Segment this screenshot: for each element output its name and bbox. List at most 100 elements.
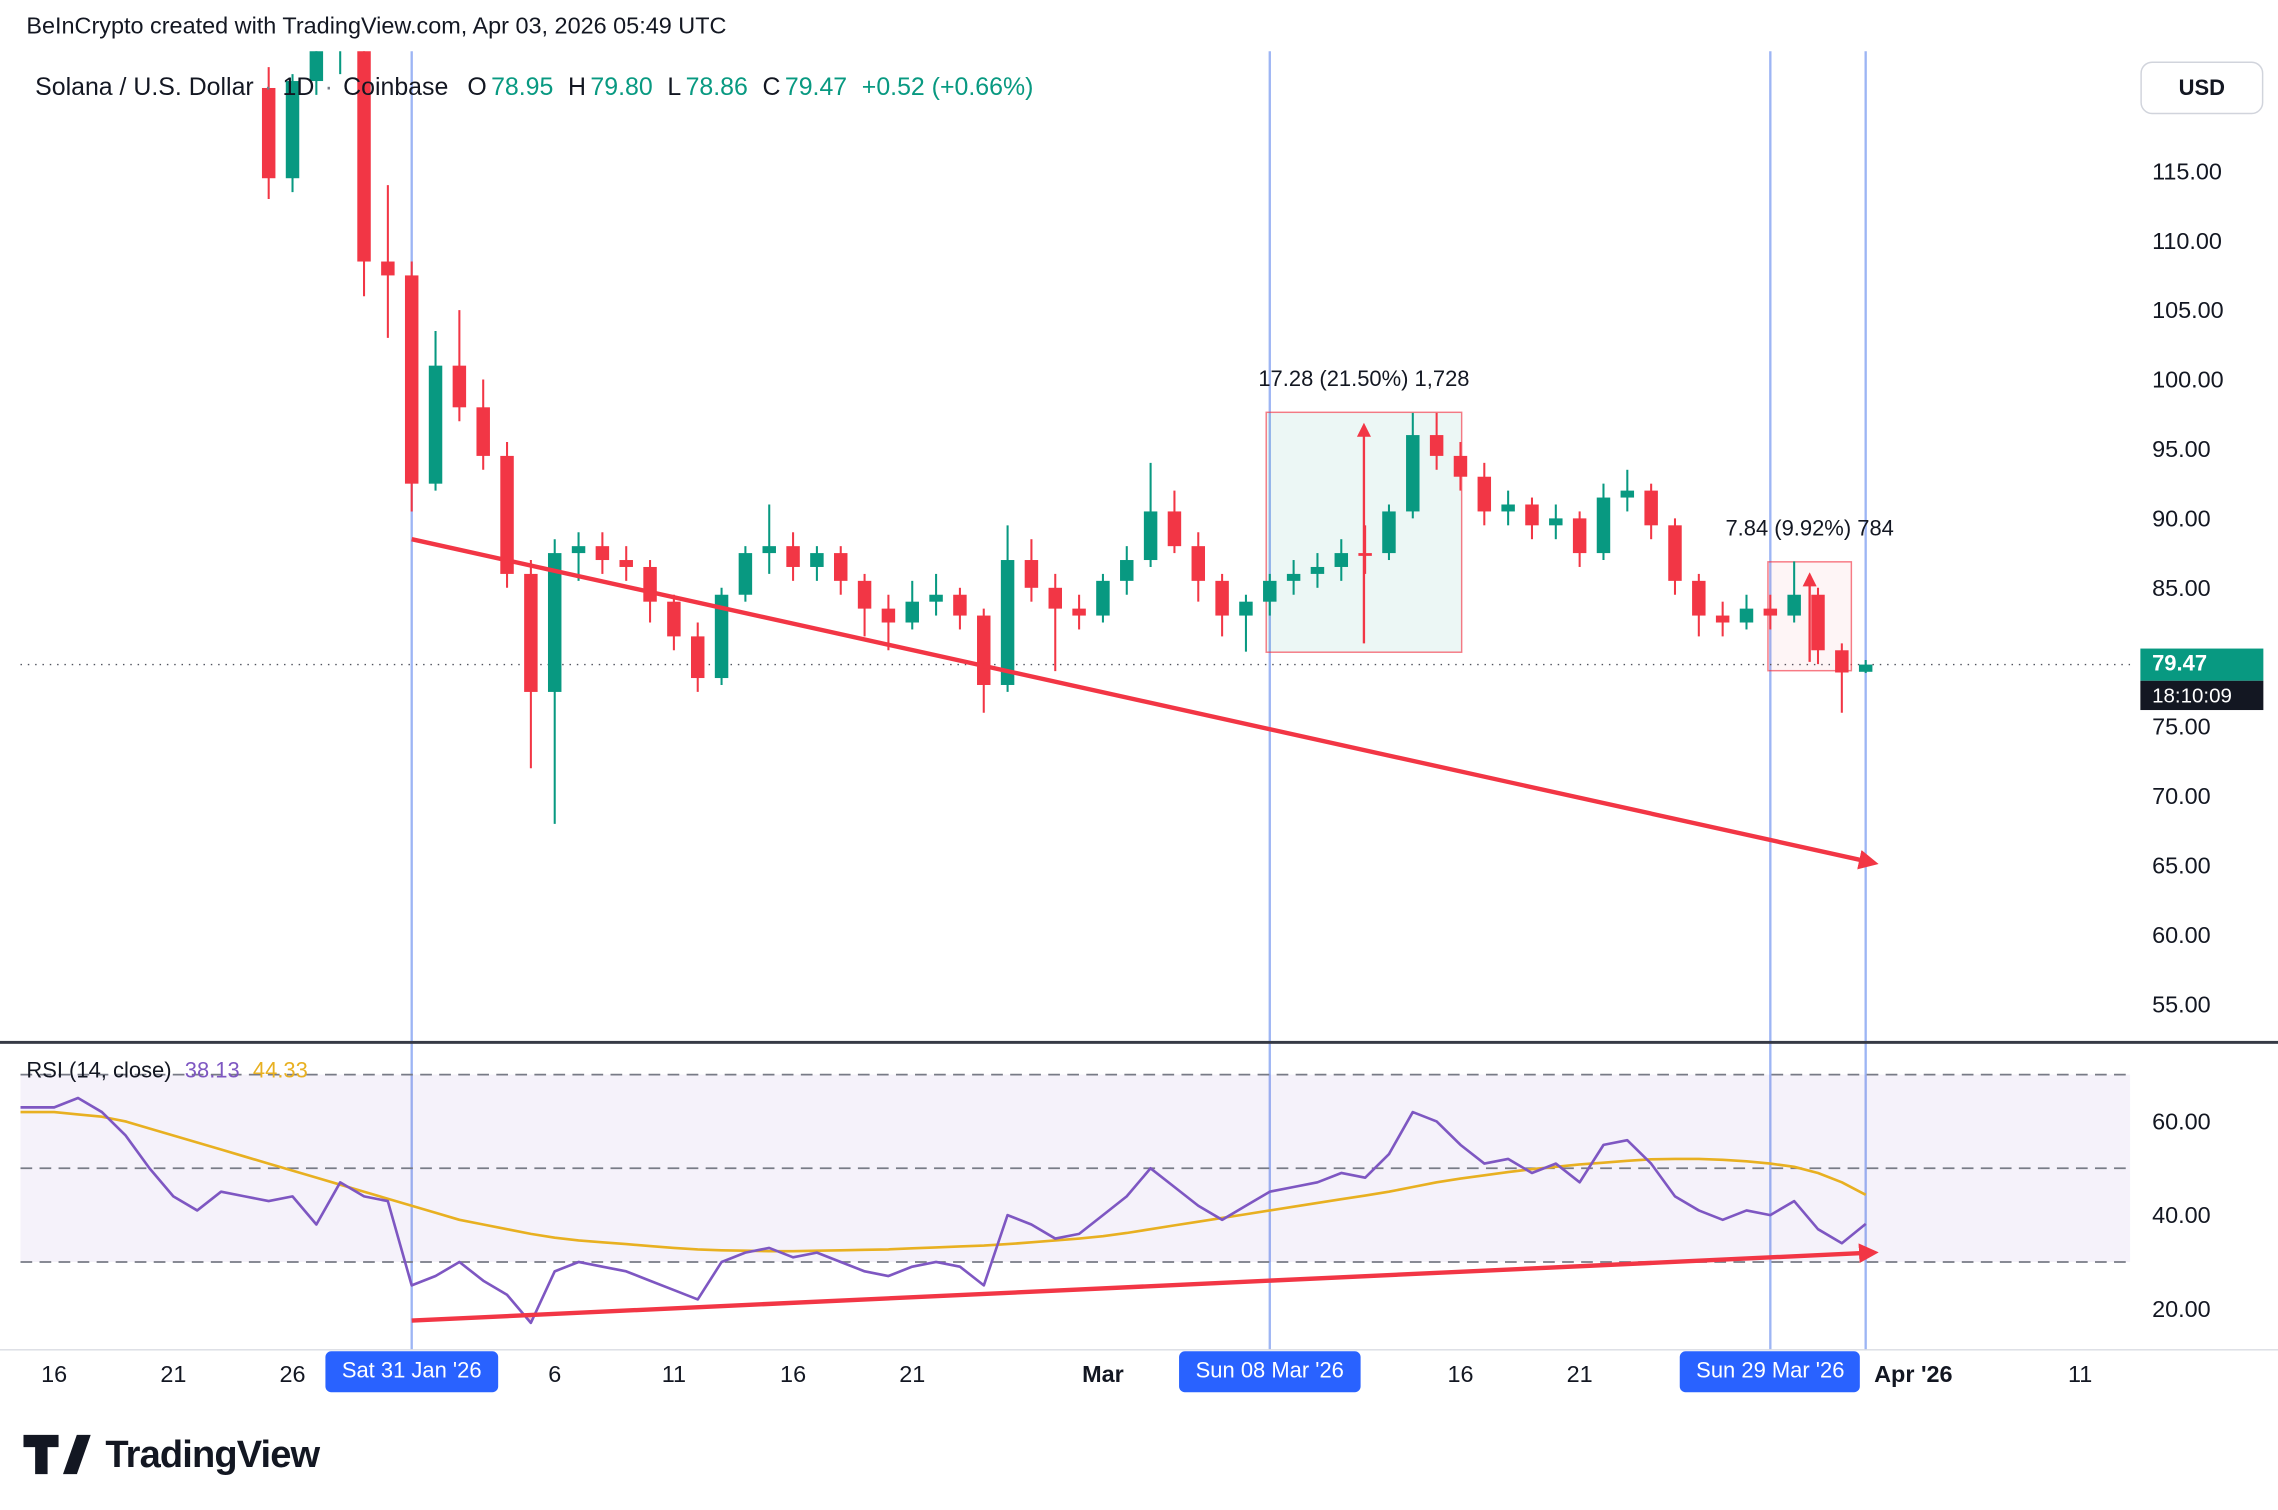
price-axis-label: 95.00	[2152, 436, 2211, 462]
candle	[690, 622, 705, 692]
candle	[1048, 573, 1062, 672]
rsi-indicator-title[interactable]: RSI (14, close)	[26, 1058, 172, 1084]
candle	[857, 573, 872, 637]
candle	[1429, 412, 1444, 470]
candle	[1286, 560, 1301, 595]
candle	[1835, 643, 1849, 713]
time-axis-label: 26	[280, 1361, 306, 1387]
candle	[881, 594, 896, 651]
candle	[1858, 659, 1873, 674]
date-marker-badge: Sat 31 Jan '26	[325, 1351, 498, 1393]
time-axis-label: 11	[662, 1361, 686, 1387]
candle	[1787, 561, 1801, 623]
time-axis-label: 11	[2068, 1361, 2092, 1387]
candle	[1620, 469, 1635, 512]
open-label: O	[467, 73, 487, 102]
ohlc-readout: O 78.95 H 79.80 L 78.86 C 79.47 +0.52 (+0.66…	[467, 73, 1033, 102]
candle	[595, 532, 610, 574]
candle	[834, 546, 848, 595]
measurement-label: 7.84 (9.92%) 784	[1725, 515, 1893, 540]
rsi-uptrend-line[interactable]	[411, 1243, 1879, 1323]
candle	[1000, 525, 1015, 692]
candle	[1644, 483, 1658, 540]
low-label: L	[667, 73, 682, 102]
candle	[1096, 573, 1110, 623]
time-axis-label: 16	[780, 1361, 806, 1387]
price-axis-label: 100.00	[2152, 367, 2224, 393]
candle	[524, 560, 538, 769]
candle	[905, 580, 919, 630]
tradingview-logo[interactable]: TradingView	[23, 1432, 320, 1477]
candle	[1191, 532, 1206, 602]
candle	[738, 546, 753, 602]
candle	[1763, 594, 1778, 630]
downtrend-line[interactable]	[411, 537, 1879, 870]
candle	[285, 74, 300, 193]
time-axis-label: 21	[899, 1361, 925, 1387]
time-axis-label: 16	[41, 1361, 67, 1387]
date-marker-badge: Sun 29 Mar '26	[1680, 1351, 1861, 1393]
candle	[1167, 490, 1182, 554]
open-value: 78.95	[491, 73, 554, 102]
candle	[547, 539, 562, 824]
candle	[261, 67, 276, 200]
rsi-line	[20, 1096, 1867, 1325]
rsi-axis-label: 40.00	[2152, 1202, 2211, 1228]
time-axis-label: 21	[160, 1361, 186, 1387]
candle	[404, 261, 419, 512]
rsi-ma-current-value: 44.33	[252, 1058, 308, 1084]
candle	[1263, 573, 1277, 616]
candle	[1024, 539, 1039, 602]
high-value: 79.80	[590, 73, 653, 102]
candle	[1549, 504, 1563, 540]
candle	[476, 379, 490, 470]
bar-countdown: 18:10:09	[2140, 680, 2264, 711]
candle	[619, 546, 633, 581]
candle	[1525, 497, 1539, 540]
tradingview-logo-icon	[23, 1434, 91, 1475]
attribution-text: BeInCrypto created with TradingView.com,…	[26, 14, 727, 40]
candle	[786, 532, 800, 581]
candle	[1406, 412, 1420, 519]
axes-layer: 115.00 110.00 105.00 100.00 95.00 90.00 85.00 7…	[0, 158, 2278, 1387]
candle	[1572, 511, 1587, 567]
price-axis-label: 90.00	[2152, 505, 2211, 531]
rsi-axis-label: 60.00	[2152, 1108, 2211, 1134]
candle	[1811, 587, 1825, 665]
rsi-current-value: 38.13	[184, 1058, 240, 1084]
time-axis-label: Apr '26	[1874, 1361, 1952, 1387]
candle	[1358, 525, 1372, 574]
candle	[1501, 490, 1515, 526]
date-marker-badge: Sun 08 Mar '26	[1179, 1351, 1361, 1393]
symbol-legend: Solana / U.S. Dollar · 1D · Coinbase O 78…	[35, 73, 1033, 102]
interval-label[interactable]: 1D	[282, 73, 315, 102]
candle	[339, 51, 342, 75]
high-label: H	[568, 73, 586, 102]
candle	[953, 587, 967, 630]
candle	[929, 573, 943, 616]
rsi-axis-label: 20.00	[2152, 1296, 2211, 1322]
price-axis-label: 55.00	[2152, 991, 2211, 1017]
price-axis-label: 105.00	[2152, 297, 2224, 323]
candle	[1453, 442, 1468, 491]
change-value: +0.52 (+0.66%)	[861, 73, 1034, 102]
candle	[428, 330, 443, 491]
candle	[1477, 462, 1492, 526]
time-axis-label: 21	[1567, 1361, 1593, 1387]
symbol-name[interactable]: Solana / U.S. Dollar	[35, 73, 254, 102]
candle	[1739, 594, 1754, 630]
exchange-label[interactable]: Coinbase	[343, 73, 449, 102]
candle	[1239, 594, 1253, 652]
pane-separator[interactable]	[0, 1040, 2278, 1044]
candle	[571, 532, 586, 581]
candle	[1310, 553, 1325, 588]
candle	[1382, 504, 1396, 561]
measurement-label: 17.28 (21.50%) 1,728	[1258, 366, 1469, 391]
currency-toggle-button[interactable]: USD	[2140, 61, 2264, 115]
legend-separator: ·	[324, 73, 333, 102]
candle	[1215, 573, 1229, 637]
candle	[810, 546, 824, 581]
candle	[1692, 573, 1706, 637]
